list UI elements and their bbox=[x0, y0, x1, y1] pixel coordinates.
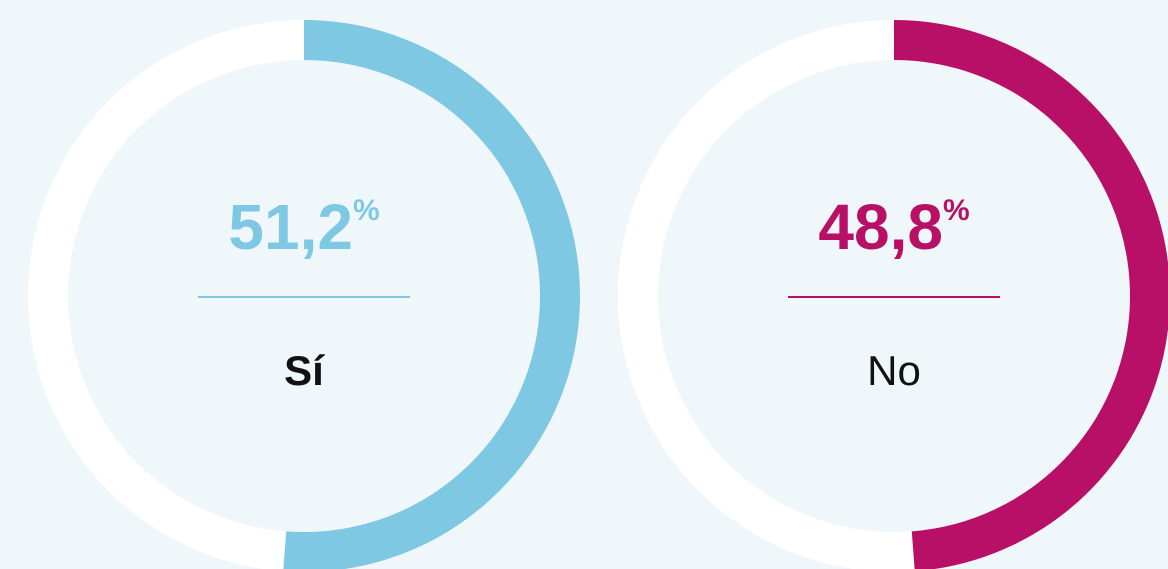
value-label: 48,8% bbox=[818, 191, 969, 263]
value-unit: % bbox=[353, 194, 380, 227]
value-label: 51,2% bbox=[228, 191, 379, 263]
category-label: No bbox=[867, 347, 921, 394]
value-number: 48,8 bbox=[818, 191, 943, 263]
value-unit: % bbox=[943, 194, 970, 227]
category-label: Sí bbox=[284, 347, 325, 394]
ring-arc bbox=[283, 20, 580, 569]
value-number: 51,2 bbox=[228, 191, 353, 263]
ring-arc bbox=[893, 20, 1168, 569]
